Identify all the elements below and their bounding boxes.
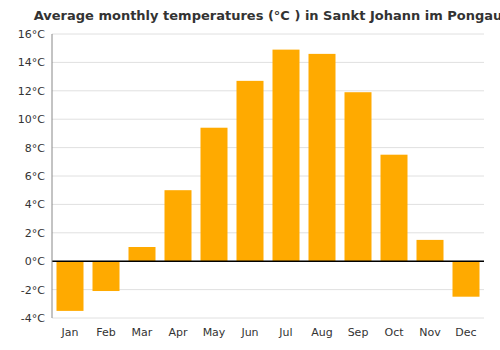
grid-line (52, 119, 484, 120)
bar (93, 261, 120, 291)
x-tick-label: Jul (278, 326, 292, 339)
bar (417, 240, 444, 261)
grid-line (52, 90, 484, 91)
y-tick-label: 10°C (18, 113, 45, 126)
x-tick-label: Mar (132, 326, 153, 339)
y-tick-label: 14°C (18, 56, 45, 69)
x-tick-label: Sep (348, 326, 369, 339)
y-axis-line (52, 34, 53, 318)
grid-line (52, 147, 484, 148)
bar (345, 92, 372, 261)
bar (237, 81, 264, 261)
y-tick-label: 4°C (25, 198, 45, 211)
grid-line (52, 62, 484, 63)
bar (57, 261, 84, 311)
x-tick-label: Jun (240, 326, 258, 339)
grid-line (52, 318, 484, 319)
bar (309, 54, 336, 261)
y-tick-label: 16°C (18, 28, 45, 41)
y-tick-label: 6°C (25, 170, 45, 183)
bar (201, 128, 228, 261)
x-tick-label: Oct (384, 326, 404, 339)
y-tick-label: 0°C (25, 255, 45, 268)
x-tick-label: Nov (419, 326, 441, 339)
y-tick-label: 8°C (25, 142, 45, 155)
bar (129, 247, 156, 261)
chart: Average monthly temperatures (°C ) in Sa… (0, 0, 500, 350)
x-tick-label: Feb (96, 326, 115, 339)
bars (57, 50, 480, 311)
grid-line (52, 34, 484, 35)
x-tick-label: Aug (311, 326, 332, 339)
y-tick-label: -2°C (21, 284, 45, 297)
y-tick-label: 12°C (18, 85, 45, 98)
chart-container: Average monthly temperatures (°C ) in Sa… (0, 0, 500, 350)
x-tick-label: Apr (168, 326, 188, 339)
y-tick-label: 2°C (25, 227, 45, 240)
bar (165, 190, 192, 261)
grid (52, 34, 484, 318)
grid-line (52, 176, 484, 177)
bar (453, 261, 480, 297)
x-tick-label: Jan (61, 326, 79, 339)
grid-line (52, 204, 484, 205)
y-tick-label: -4°C (21, 312, 45, 325)
bar (273, 50, 300, 262)
grid-line (52, 261, 484, 262)
x-tick-label: Dec (455, 326, 476, 339)
title: Average monthly temperatures (°C ) in Sa… (34, 8, 500, 23)
bar (381, 155, 408, 262)
zero-line (52, 260, 484, 262)
grid-line (52, 232, 484, 233)
x-tick-label: May (203, 326, 226, 339)
